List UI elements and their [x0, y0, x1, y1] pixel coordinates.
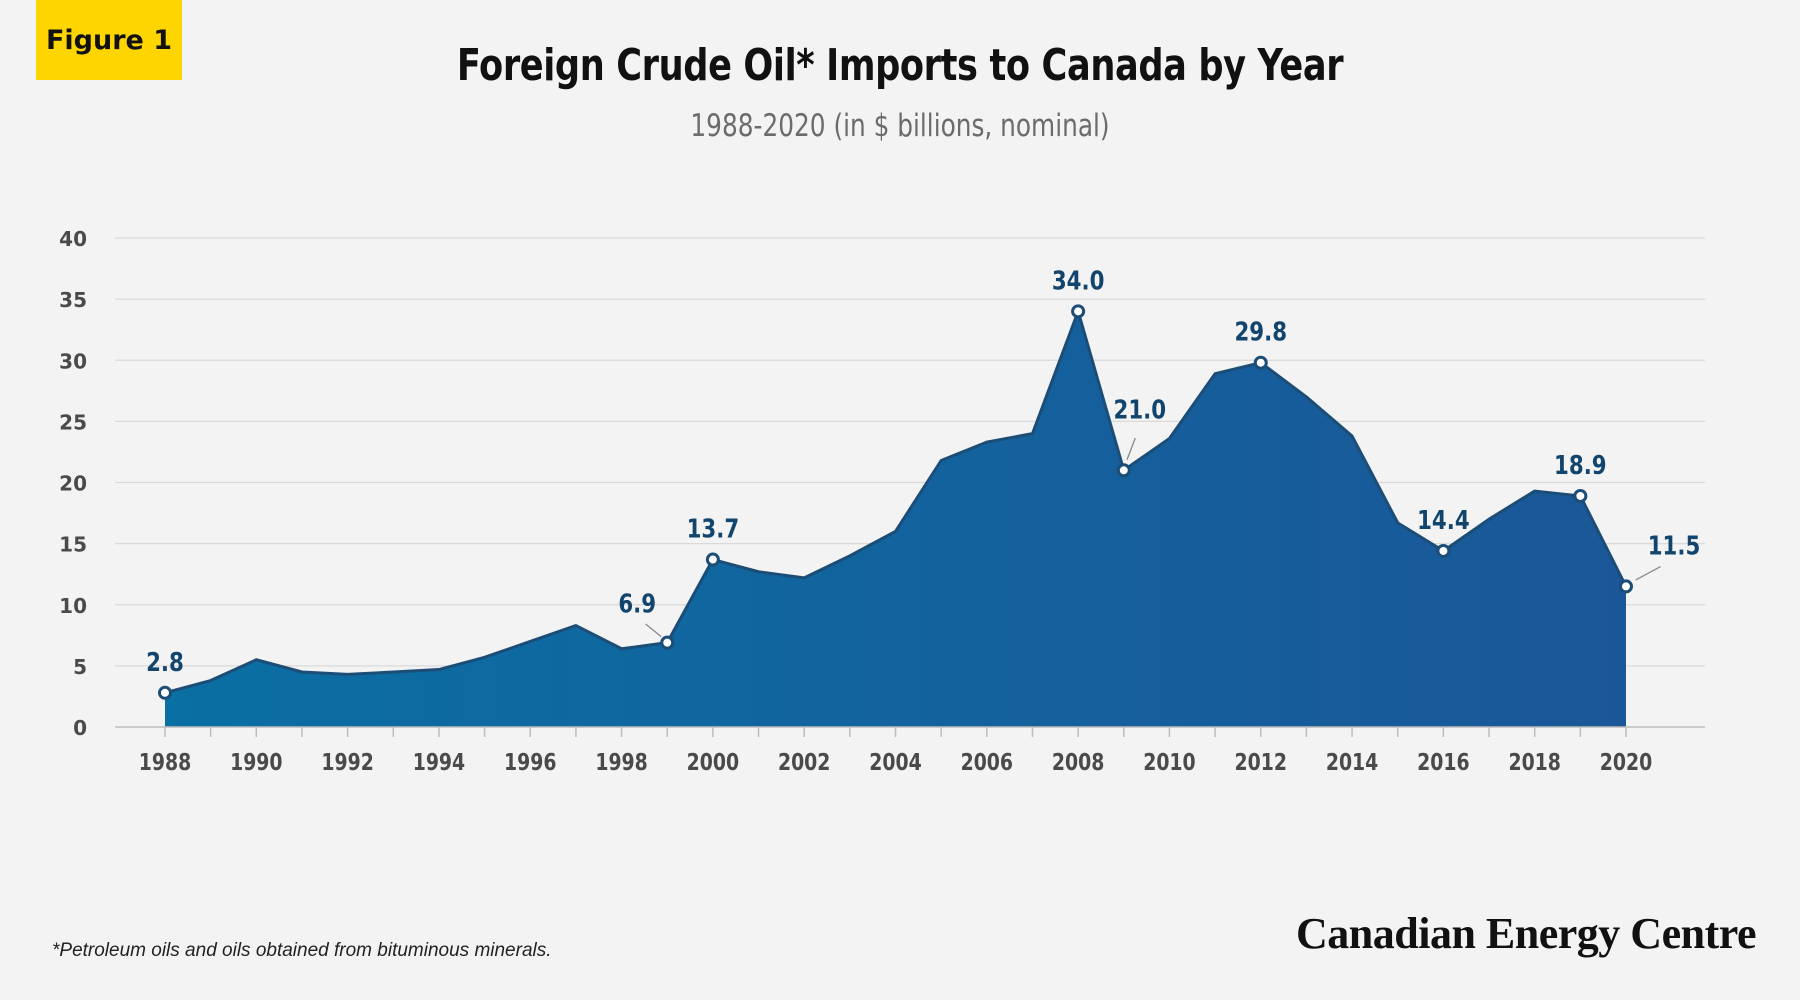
y-tick-label: 25: [59, 410, 87, 434]
x-tick-label: 2016: [1417, 748, 1469, 775]
data-point: [1116, 463, 1131, 478]
data-labels: 2.8 6.9 13.7 34.0 21.0 29.8 14.4 18.9 11.5: [146, 265, 1700, 677]
data-point: [660, 635, 675, 650]
leader-line: [1635, 566, 1661, 581]
data-point: [1619, 579, 1633, 594]
x-tick-label: 2006: [961, 748, 1013, 775]
y-tick-label: 5: [73, 655, 87, 679]
data-point: [1436, 543, 1451, 558]
y-tick-label: 35: [59, 288, 87, 312]
data-label: 29.8: [1234, 317, 1287, 348]
figure-badge: Figure 1: [36, 0, 182, 80]
data-point: [1573, 488, 1588, 503]
y-tick-label: 10: [59, 594, 87, 618]
data-label: 14.4: [1417, 505, 1470, 536]
data-point: [1071, 304, 1086, 319]
x-tick-label: 1994: [413, 748, 465, 775]
series-area: [165, 311, 1626, 727]
x-tick-label: 2018: [1508, 748, 1560, 775]
x-tick-label: 2020: [1600, 748, 1652, 775]
footnote: *Petroleum oils and oils obtained from b…: [52, 940, 552, 961]
x-tick-label: 2000: [687, 748, 739, 775]
data-points: [158, 304, 1633, 700]
axes: 0 5 10 15 20 25 30 35 40 1988 1990 1992 1994 1996 1998…: [59, 227, 1705, 775]
x-tick-label: 2002: [778, 748, 830, 775]
data-point: [705, 552, 720, 567]
x-tick-label: 2010: [1143, 748, 1195, 775]
y-tick-label: 20: [59, 472, 87, 496]
data-area: [164, 309, 1628, 727]
x-tick-label: 2008: [1052, 748, 1104, 775]
series-line: [164, 309, 1628, 695]
x-tick-label: 1996: [504, 748, 556, 775]
x-tick-label: 1992: [321, 748, 373, 775]
x-tick-label: 2014: [1326, 748, 1378, 775]
leader-line: [1126, 437, 1136, 461]
x-tick-label: 1998: [595, 748, 647, 775]
data-label: 18.9: [1554, 450, 1607, 481]
chart-subtitle: 1988-2020 (in $ billions, nominal): [690, 108, 1110, 144]
y-tick-label: 40: [59, 227, 87, 251]
data-label: 13.7: [687, 513, 740, 544]
data-label: 11.5: [1648, 530, 1701, 561]
y-tick-label: 30: [59, 349, 87, 373]
data-label: 21.0: [1113, 394, 1166, 425]
data-label: 2.8: [146, 647, 184, 678]
x-tick-label: 2012: [1235, 748, 1287, 775]
data-label: 34.0: [1052, 265, 1105, 296]
data-point: [158, 685, 172, 700]
data-label: 6.9: [618, 589, 656, 620]
y-tick-label: 0: [73, 716, 87, 740]
data-point: [1253, 355, 1268, 370]
x-tick-label: 1990: [230, 748, 282, 775]
x-tick-label: 2004: [869, 748, 921, 775]
leader-line: [645, 623, 662, 638]
y-tick-label: 15: [59, 533, 87, 557]
chart-title: Foreign Crude Oil* Imports to Canada by …: [456, 40, 1344, 91]
x-tick-label: 1988: [139, 748, 191, 775]
brand-logo: Canadian Energy Centre: [1296, 909, 1756, 958]
